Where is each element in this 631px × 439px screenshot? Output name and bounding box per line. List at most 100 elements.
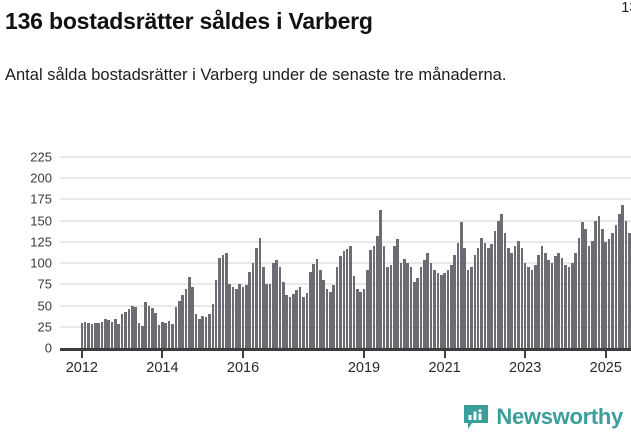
bar[interactable] <box>530 269 534 348</box>
bar[interactable] <box>460 222 463 348</box>
bar[interactable] <box>503 233 507 348</box>
bar[interactable] <box>533 264 537 348</box>
bar[interactable] <box>557 252 561 348</box>
bar[interactable] <box>520 247 524 348</box>
bar[interactable] <box>268 283 272 348</box>
bar[interactable] <box>302 297 305 348</box>
bar[interactable] <box>298 286 302 348</box>
bar[interactable] <box>483 242 487 348</box>
bar[interactable] <box>584 229 587 348</box>
bar[interactable] <box>137 322 141 348</box>
bar[interactable] <box>379 210 383 348</box>
bar[interactable] <box>258 237 262 348</box>
bar[interactable] <box>194 314 198 348</box>
bar[interactable] <box>93 323 97 348</box>
bar[interactable] <box>315 258 319 348</box>
bar[interactable] <box>171 324 174 348</box>
bar[interactable] <box>382 246 386 348</box>
bar[interactable] <box>591 241 594 348</box>
bar[interactable] <box>376 235 379 348</box>
bar[interactable] <box>325 288 329 348</box>
bar[interactable] <box>436 273 440 348</box>
bar[interactable] <box>339 256 342 348</box>
bar[interactable] <box>473 254 477 348</box>
bar[interactable] <box>580 222 584 348</box>
bar[interactable] <box>114 319 117 348</box>
bar[interactable] <box>359 291 362 348</box>
bar[interactable] <box>87 322 90 348</box>
bar[interactable] <box>127 308 131 348</box>
bar[interactable] <box>486 247 490 348</box>
bar[interactable] <box>238 284 241 348</box>
bar[interactable] <box>537 254 540 348</box>
bar[interactable] <box>191 286 194 348</box>
bar[interactable] <box>500 213 503 348</box>
bar[interactable] <box>352 275 356 348</box>
bar[interactable] <box>466 269 470 348</box>
bar[interactable] <box>251 263 255 348</box>
bar[interactable] <box>507 247 510 348</box>
bar[interactable] <box>345 248 349 348</box>
bar[interactable] <box>628 232 631 348</box>
bar[interactable] <box>433 269 436 348</box>
bar[interactable] <box>164 322 168 348</box>
bar[interactable] <box>271 263 275 348</box>
bar[interactable] <box>624 220 628 348</box>
bar[interactable] <box>439 275 443 348</box>
bar[interactable] <box>523 263 527 348</box>
bar[interactable] <box>90 324 94 348</box>
bar[interactable] <box>248 271 252 348</box>
bar[interactable] <box>224 252 228 348</box>
bar[interactable] <box>456 242 460 348</box>
bar[interactable] <box>245 285 248 348</box>
bar[interactable] <box>554 256 557 348</box>
bar[interactable] <box>463 247 467 348</box>
bar[interactable] <box>577 237 581 348</box>
bar[interactable] <box>235 288 238 348</box>
bar[interactable] <box>617 213 621 348</box>
bar[interactable] <box>527 266 530 348</box>
bar[interactable] <box>550 263 554 348</box>
bar[interactable] <box>493 230 497 348</box>
bar[interactable] <box>161 321 164 348</box>
bar[interactable] <box>597 216 601 348</box>
bar[interactable] <box>157 325 161 348</box>
bar[interactable] <box>117 324 121 348</box>
bar[interactable] <box>413 281 416 348</box>
bar[interactable] <box>362 288 366 348</box>
bar[interactable] <box>241 286 245 348</box>
bar[interactable] <box>140 325 144 348</box>
bar[interactable] <box>151 308 154 348</box>
bar[interactable] <box>308 271 312 348</box>
bar[interactable] <box>100 321 104 348</box>
bar[interactable] <box>423 259 426 348</box>
bar[interactable] <box>288 297 292 348</box>
bar[interactable] <box>218 258 221 348</box>
bar[interactable] <box>130 305 134 348</box>
bar[interactable] <box>449 264 453 348</box>
bar[interactable] <box>124 311 127 348</box>
bar[interactable] <box>265 284 268 348</box>
bar[interactable] <box>97 322 100 348</box>
bar[interactable] <box>201 315 205 348</box>
bar[interactable] <box>396 239 399 348</box>
bar[interactable] <box>107 320 110 348</box>
bar[interactable] <box>349 246 352 348</box>
bar[interactable] <box>621 205 624 348</box>
bar[interactable] <box>134 307 137 348</box>
bar[interactable] <box>167 320 171 348</box>
bar[interactable] <box>429 263 433 348</box>
bar[interactable] <box>372 246 376 348</box>
bar[interactable] <box>342 251 346 348</box>
bar[interactable] <box>318 269 322 348</box>
bar[interactable] <box>305 292 309 348</box>
bar[interactable] <box>607 239 611 348</box>
bar[interactable] <box>604 241 608 348</box>
bar[interactable] <box>497 220 500 348</box>
bar[interactable] <box>587 246 591 348</box>
bar[interactable] <box>611 232 614 348</box>
bar[interactable] <box>181 295 184 348</box>
bar[interactable] <box>174 307 178 348</box>
bar[interactable] <box>409 267 413 348</box>
bar[interactable] <box>517 241 520 348</box>
